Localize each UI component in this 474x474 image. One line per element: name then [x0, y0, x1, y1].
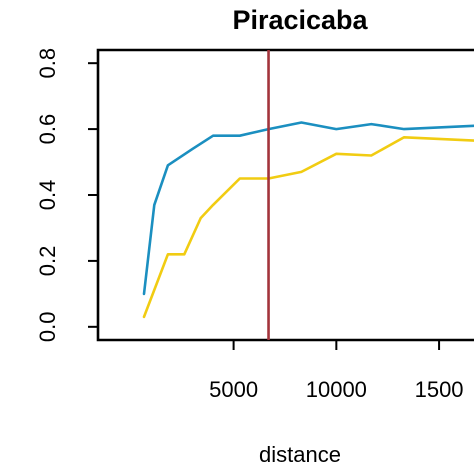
y-tick-label: 0.2 — [35, 246, 60, 277]
plot-frame — [96, 48, 474, 342]
x-tick-label: 1500 — [415, 377, 464, 402]
y-tick-label: 0.4 — [35, 180, 60, 211]
x-tick-label: 5000 — [209, 377, 258, 402]
y-tick-label: 0.8 — [35, 48, 60, 79]
y-axis: 0.0 0.2 0.4 0.6 0.8 — [35, 48, 98, 342]
plot-area — [96, 48, 474, 342]
x-axis-label: distance — [259, 442, 341, 467]
x-tick-label: 10000 — [306, 377, 367, 402]
chart-title: Piracicaba — [232, 5, 368, 35]
series-line-2 — [142, 136, 474, 319]
y-tick-label: 0.6 — [35, 114, 60, 145]
series-line-1 — [142, 121, 474, 296]
x-axis: 5000 10000 1500 — [209, 340, 464, 402]
y-tick-label: 0.0 — [35, 312, 60, 343]
